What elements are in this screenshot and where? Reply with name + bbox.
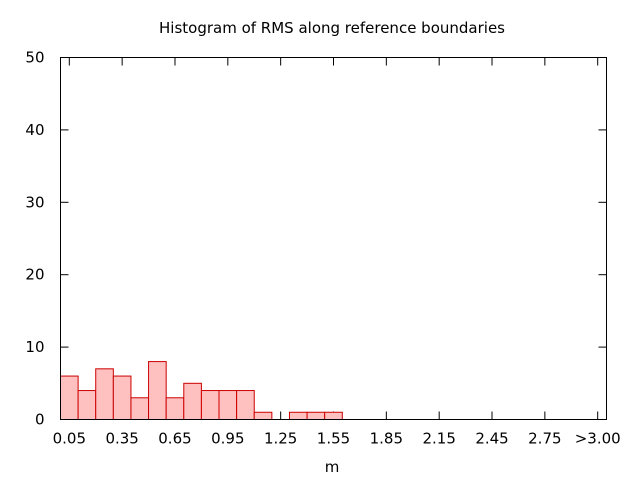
histogram-bar xyxy=(77,390,97,421)
x-tick-label: 2.15 xyxy=(422,430,455,448)
y-tick-label: 20 xyxy=(25,266,44,284)
x-tick-label: 0.95 xyxy=(211,430,244,448)
histogram-bars xyxy=(60,361,343,421)
x-axis-label: m xyxy=(325,458,340,476)
y-tick-label: 0 xyxy=(35,411,45,429)
histogram-bar xyxy=(218,390,238,421)
histogram-bar xyxy=(165,397,185,420)
y-axis-ticks: 0 10 20 30 40 50 xyxy=(25,49,607,429)
histogram-bar xyxy=(95,368,114,421)
x-tick-label: 0.65 xyxy=(158,430,191,448)
x-tick-label: 2.75 xyxy=(528,430,561,448)
histogram-bar xyxy=(288,411,308,421)
histogram-bar xyxy=(183,382,202,420)
x-tick-label: 1.25 xyxy=(264,430,297,448)
plot-frame xyxy=(60,57,607,420)
histogram-bar xyxy=(200,390,220,421)
histogram-bar xyxy=(60,375,79,420)
x-axis-ticks: 0.05 0.35 0.65 0.95 1.25 1.55 1.85 2.15 2.45 2.75… xyxy=(53,57,621,448)
histogram-bar xyxy=(112,375,132,420)
y-tick-label: 50 xyxy=(25,49,44,67)
histogram-bar xyxy=(236,390,255,421)
histogram-bar xyxy=(306,411,326,421)
y-tick-label: 10 xyxy=(25,338,44,356)
x-tick-label: 1.85 xyxy=(370,430,403,448)
histogram-bar xyxy=(148,361,167,420)
histogram-bar xyxy=(130,397,150,420)
x-tick-label: 1.55 xyxy=(317,430,350,448)
x-tick-label: 2.45 xyxy=(475,430,508,448)
histogram-bar xyxy=(253,411,273,421)
y-tick-label: 30 xyxy=(25,193,44,211)
y-tick-label: 40 xyxy=(25,121,44,139)
histogram-bar xyxy=(324,411,343,421)
x-tick-label: 0.05 xyxy=(53,430,86,448)
x-tick-label: >3.00 xyxy=(575,430,621,448)
chart-title: Histogram of RMS along reference boundar… xyxy=(159,19,505,37)
x-tick-label: 0.35 xyxy=(105,430,138,448)
